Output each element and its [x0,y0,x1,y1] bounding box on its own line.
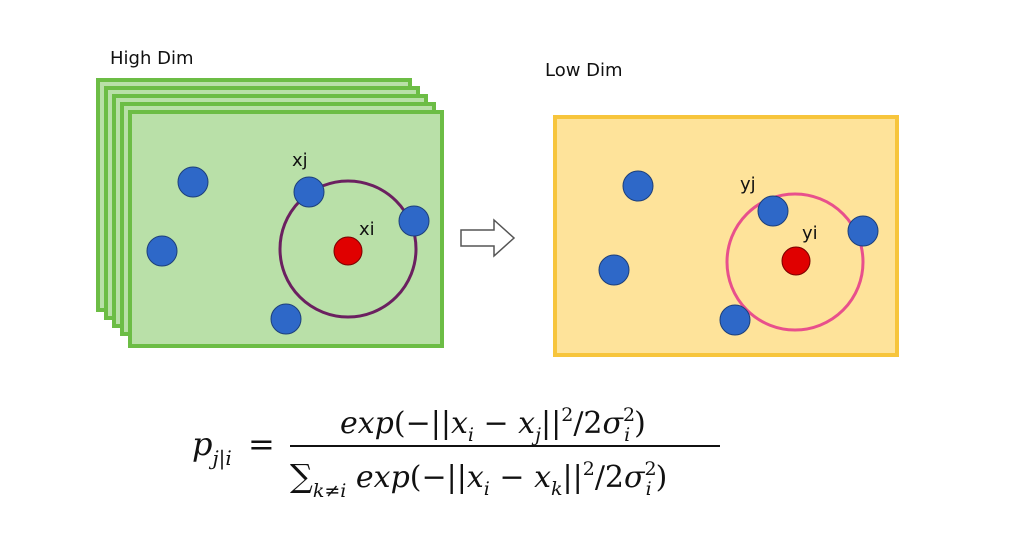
high-dim-point-xj [293,176,325,208]
high-dim-title: High Dim [110,48,194,69]
formula-lhs: pj|i [192,425,232,471]
label-xj: xj [292,150,308,171]
low-dim-neighborhood-circle [725,192,865,332]
formula-numerator: exp(−||xi − xj||2/2σ2 i) [340,404,646,446]
low-dim-point [622,170,654,202]
high-dim-stack [96,78,444,348]
high-dim-point [398,205,430,237]
high-dim-neighborhood-circle [278,179,418,319]
low-dim-point [719,304,751,336]
high-dim-point [177,166,209,198]
conditional-probability-formula: pj|i = exp(−||xi − xj||2/2σ2 i) ∑k≠i exp(… [192,404,720,502]
high-dim-point [146,235,178,267]
low-dim-point-yj [757,195,789,227]
high-dim-panel: High Dim xj xi [96,48,444,348]
low-dim-panel: Low Dim yj yi [545,60,899,357]
right-arrow-icon [460,218,516,258]
formula-denominator: ∑k≠i exp(−||xi − xk||2/2σ2 i) [290,457,667,502]
high-dim-point [270,303,302,335]
formula-equals: = [248,425,275,463]
label-xi: xi [359,219,375,240]
label-yj: yj [740,174,756,195]
low-dim-title: Low Dim [545,60,623,81]
label-yi: yi [802,223,818,244]
low-dim-point-yi [781,246,811,276]
low-dim-point [598,254,630,286]
low-dim-point [847,215,879,247]
high-dim-point-xi [333,236,363,266]
